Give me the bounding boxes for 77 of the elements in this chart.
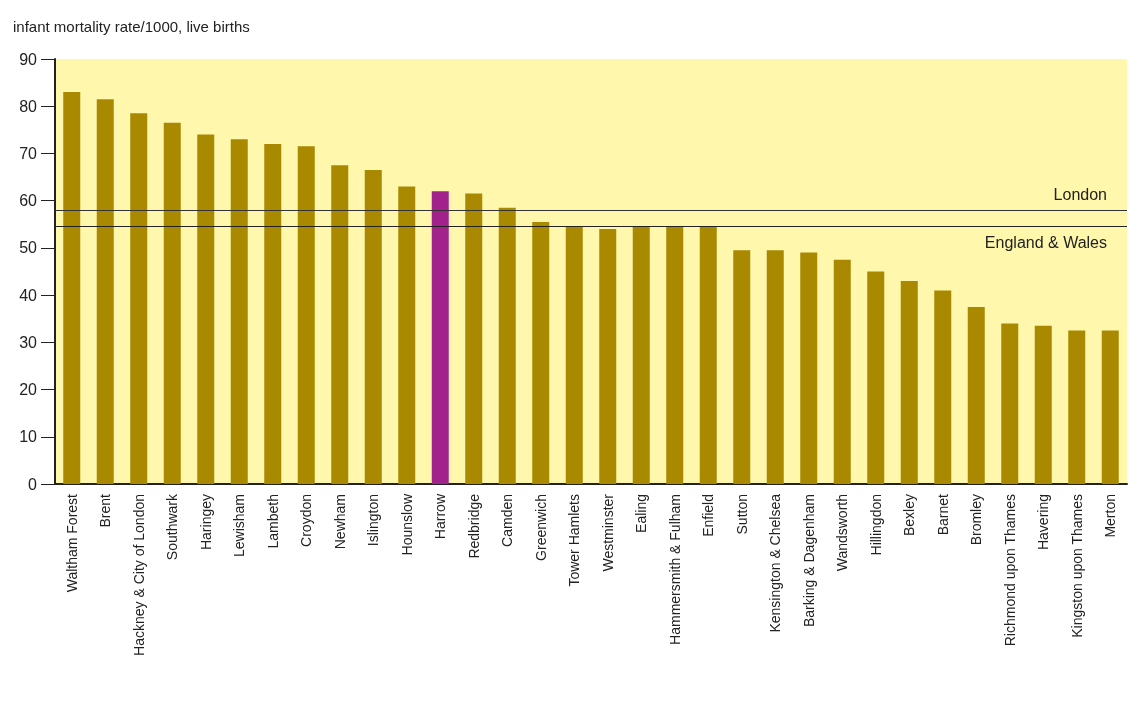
x-tick-label: Ealing: [633, 494, 650, 533]
x-tick-label: Haringey: [197, 494, 214, 551]
x-tick-label: Tower Hamlets: [566, 494, 583, 587]
bar: [63, 92, 81, 484]
x-tick-label: Kensington & Chelsea: [767, 493, 784, 633]
bar: [699, 226, 717, 484]
x-tick-label: Hackney & City of London: [130, 494, 147, 656]
x-tick-label: Barnet: [934, 493, 951, 536]
bar: [733, 250, 751, 484]
x-tick-label: Hillingdon: [867, 494, 884, 556]
bar: [1101, 330, 1119, 484]
bar: [766, 250, 784, 484]
y-tick-label: 50: [19, 239, 38, 257]
x-tick-label: Westminster: [599, 493, 616, 572]
bar: [297, 146, 315, 484]
y-tick-label: 0: [28, 475, 38, 493]
x-tick-label: Wandsworth: [834, 494, 851, 572]
x-tick-label: Richmond upon Thames: [1001, 494, 1018, 647]
bar: [1001, 323, 1019, 484]
bar: [867, 271, 885, 484]
x-tick-label: Lambeth: [264, 494, 281, 549]
y-tick-label: 30: [19, 333, 38, 351]
x-tick-label: Barking & Dagenham: [800, 494, 817, 628]
x-tick-label: Merton: [1102, 494, 1119, 538]
bar: [163, 122, 181, 484]
x-tick-label: Redbridge: [465, 493, 482, 559]
bar: [431, 191, 449, 484]
y-tick-label: 40: [19, 286, 38, 304]
bar: [364, 169, 382, 484]
x-tick-label: Greenwich: [532, 494, 549, 561]
bar: [599, 229, 617, 484]
bar: [96, 99, 114, 484]
y-tick-label: 70: [19, 144, 38, 162]
bar: [465, 193, 483, 484]
bar: [230, 139, 248, 484]
y-tick-label: 10: [19, 428, 38, 446]
bar: [398, 186, 416, 484]
x-tick-label: Croydon: [298, 494, 315, 547]
x-tick-label: Newham: [331, 494, 348, 550]
bar: [666, 226, 684, 484]
y-tick-label: 80: [19, 97, 38, 115]
bar: [130, 113, 148, 484]
bar: [498, 207, 516, 484]
x-tick-label: Southwark: [164, 493, 181, 561]
bar: [331, 165, 349, 484]
y-axis-title: infant mortality rate/1000, live births: [13, 18, 250, 35]
x-tick-label: Havering: [1035, 494, 1052, 551]
x-tick-label: Lewisham: [231, 494, 248, 558]
x-tick-label: Sutton: [733, 494, 750, 535]
y-tick-label: 20: [19, 381, 38, 399]
bar: [1034, 325, 1052, 484]
x-tick-label: Enfield: [700, 494, 717, 537]
ref-line-label: London: [1053, 185, 1107, 203]
x-tick-label: Islington: [365, 494, 382, 547]
bar: [264, 144, 282, 484]
y-tick-label: 90: [19, 50, 38, 68]
x-tick-label: Brent: [97, 493, 114, 528]
x-tick-label: Harrow: [432, 493, 449, 540]
bar: [532, 221, 550, 484]
bar: [967, 306, 985, 484]
bar: [197, 134, 215, 484]
bar: [1068, 330, 1086, 484]
x-tick-label: Hounslow: [398, 493, 415, 556]
x-tick-label: Kingston upon Thames: [1068, 494, 1085, 638]
bar: [900, 280, 918, 484]
ref-line-label: England & Wales: [984, 234, 1107, 252]
bar: [800, 252, 818, 484]
bar: [934, 290, 952, 484]
bar: [632, 226, 650, 484]
bar: [833, 259, 851, 484]
x-tick-label: Hammersmith & Fulham: [666, 494, 683, 645]
x-tick-label: Bexley: [901, 494, 918, 537]
x-tick-label: Camden: [499, 494, 516, 547]
y-tick-label: 60: [19, 192, 38, 210]
bar: [565, 226, 583, 484]
x-tick-label: Bromley: [968, 494, 985, 546]
x-tick-label: Waltham Forest: [63, 493, 80, 593]
